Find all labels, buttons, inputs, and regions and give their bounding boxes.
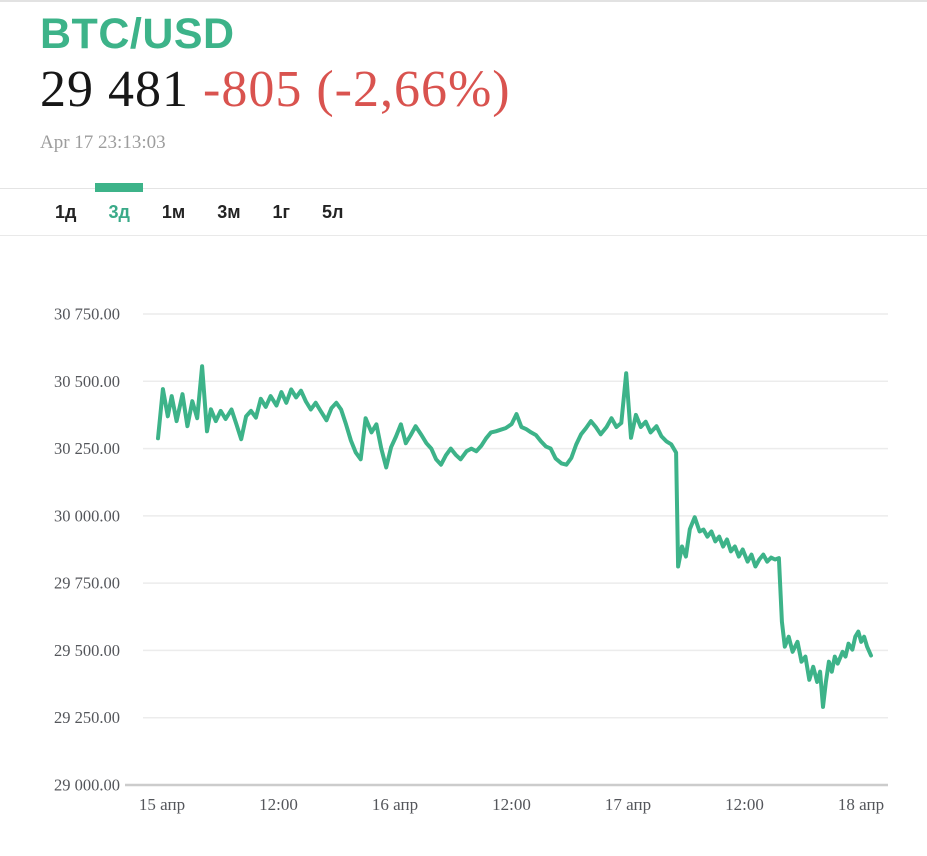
quote-header: BTC/USD 29 481 -805 (-2,66%) Apr 17 23:13… bbox=[0, 2, 927, 154]
x-axis-label: 12:00 bbox=[725, 795, 764, 814]
pair-title: BTC/USD bbox=[40, 10, 235, 58]
x-axis-label: 15 апр bbox=[139, 795, 185, 814]
range-tabs: 1д 3д 1м 3м 1г 5л bbox=[0, 183, 927, 236]
price-row: 29 481 -805 (-2,66%) bbox=[40, 62, 927, 118]
x-axis-label: 12:00 bbox=[492, 795, 531, 814]
price-chart-svg: 30 750.00 30 500.00 30 250.00 30 000.00 29 7… bbox=[54, 305, 888, 814]
y-axis-label: 29 000.00 bbox=[54, 776, 120, 795]
tab-1y[interactable]: 1г bbox=[260, 189, 304, 235]
y-axis-label: 30 000.00 bbox=[54, 506, 120, 525]
last-price: 29 481 bbox=[40, 61, 189, 118]
tab-3m[interactable]: 3м bbox=[204, 189, 253, 235]
x-axis-label: 16 апр bbox=[372, 795, 418, 814]
tab-1d[interactable]: 1д bbox=[42, 189, 89, 235]
y-axis-label: 29 500.00 bbox=[54, 641, 120, 660]
y-axis-label: 30 250.00 bbox=[54, 439, 120, 458]
price-line bbox=[156, 364, 873, 709]
y-axis-label: 29 750.00 bbox=[54, 574, 120, 593]
y-axis-label: 30 750.00 bbox=[54, 305, 120, 324]
tab-5y[interactable]: 5л bbox=[309, 189, 356, 235]
x-axis-label: 17 апр bbox=[605, 795, 651, 814]
x-axis-label: 12:00 bbox=[259, 795, 298, 814]
price-change: -805 (-2,66%) bbox=[203, 61, 511, 118]
tab-3d[interactable]: 3д bbox=[95, 183, 144, 235]
quote-timestamp: Apr 17 23:13:03 bbox=[40, 132, 166, 153]
x-axis-label: 18 апр bbox=[838, 795, 884, 814]
tab-1m[interactable]: 1м bbox=[149, 189, 198, 235]
chart-area: 30 750.00 30 500.00 30 250.00 30 000.00 29 7… bbox=[0, 236, 927, 856]
y-axis-label: 29 250.00 bbox=[54, 708, 120, 727]
y-axis-label: 30 500.00 bbox=[54, 372, 120, 391]
